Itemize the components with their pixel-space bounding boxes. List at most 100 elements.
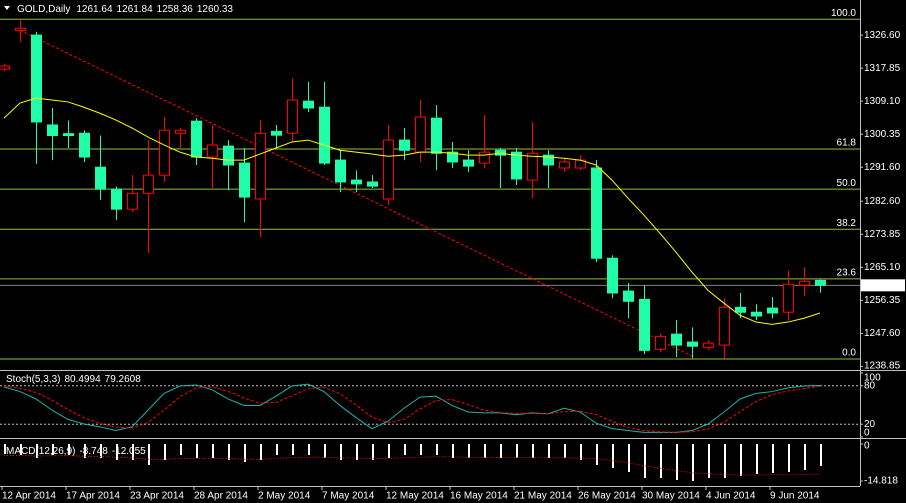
- histogram-bar: [148, 444, 150, 465]
- candle-body: [255, 132, 266, 200]
- fib-label: 100.0: [831, 8, 856, 19]
- candle-body: [655, 335, 666, 350]
- x-tick-label: 28 Apr 2014: [194, 491, 248, 502]
- histogram-bar: [804, 444, 806, 470]
- candle-body: [335, 159, 346, 183]
- menu-triangle[interactable]: [4, 6, 10, 10]
- candle-body: [63, 133, 74, 137]
- y-tick-label: 1247.60: [864, 328, 901, 339]
- candle-body: [239, 162, 250, 198]
- fib-label: 61.8: [837, 138, 857, 149]
- histogram-bar: [820, 444, 822, 466]
- histogram-bar: [436, 444, 438, 455]
- y-tick-label: 1291.60: [864, 162, 901, 173]
- histogram-bar: [276, 444, 278, 455]
- candle-body: [719, 306, 730, 346]
- histogram-bar: [756, 444, 758, 474]
- y-tick-label: 20: [864, 419, 876, 430]
- price-label: 1260.33: [864, 280, 901, 291]
- candle-body: [207, 144, 218, 158]
- indicator-line: [3, 383, 821, 433]
- trendline: [19, 29, 693, 357]
- candle-body: [767, 307, 778, 314]
- stoch-header: Stoch(5,3,3) 80.4994 79.2608: [6, 374, 141, 385]
- candle-body: [703, 342, 714, 348]
- histogram-bar: [180, 444, 182, 455]
- y-tick-label: 0: [864, 428, 870, 439]
- candle-body: [15, 27, 26, 32]
- candle-body: [303, 100, 314, 109]
- candle-body: [815, 279, 826, 286]
- candle-body: [143, 174, 154, 194]
- histogram-bar: [308, 444, 310, 455]
- candle-body: [623, 290, 634, 302]
- candle-body: [319, 106, 330, 164]
- histogram-bar: [564, 444, 566, 458]
- candle-body: [351, 179, 362, 185]
- histogram-bar: [772, 444, 774, 473]
- histogram-bar: [132, 444, 134, 460]
- y-tick-label: 100: [864, 373, 881, 384]
- fib-label: 23.6: [837, 267, 857, 278]
- candle-body: [191, 120, 202, 158]
- candle-body: [431, 117, 442, 154]
- histogram-bar: [788, 444, 790, 472]
- x-tick-label: 2 May 2014: [258, 491, 311, 502]
- histogram-bar: [404, 444, 406, 455]
- x-tick-label: 23 Apr 2014: [130, 491, 184, 502]
- histogram-bar: [548, 444, 550, 458]
- candle-body: [687, 341, 698, 347]
- histogram-bar: [676, 444, 678, 480]
- candle-body: [223, 145, 234, 166]
- histogram-bar: [500, 444, 502, 458]
- histogram-bar: [516, 444, 518, 458]
- x-tick-label: 26 May 2014: [578, 491, 636, 502]
- histogram-bar: [420, 444, 422, 455]
- candle-body: [671, 333, 682, 346]
- candle-body: [31, 34, 42, 123]
- histogram-bar: [212, 444, 214, 458]
- histogram-bar: [4, 444, 6, 454]
- price-label-box: [861, 279, 905, 292]
- indicator-name: MACD(12,26,9): [6, 446, 75, 457]
- open-value: 1261.64: [76, 4, 113, 15]
- candle-body: [175, 129, 186, 134]
- candle-body: [463, 159, 474, 167]
- x-tick-label: 16 May 2014: [450, 491, 508, 502]
- histogram-bar: [452, 444, 454, 458]
- x-tick-label: 4 Jun 2014: [706, 491, 756, 502]
- low-value: 1258.36: [157, 4, 194, 15]
- signal-value: -12.055: [112, 446, 146, 457]
- main-value: -8.748: [79, 446, 108, 457]
- histogram-bar: [20, 444, 22, 455]
- histogram-bar: [532, 444, 534, 458]
- histogram-bar: [708, 444, 710, 478]
- y-tick-label: 1326.60: [864, 30, 901, 41]
- y-tick-label: 1256.35: [864, 295, 901, 306]
- candle-body: [495, 149, 506, 156]
- histogram-bar: [372, 444, 374, 460]
- fib-label: 0.0: [842, 348, 856, 359]
- y-tick-label: 1300.35: [864, 129, 901, 140]
- high-value: 1261.84: [117, 4, 154, 15]
- candle-body: [367, 181, 378, 187]
- y-tick-label: 1317.85: [864, 63, 901, 74]
- histogram-bar: [580, 444, 582, 460]
- x-tick-label: 9 Jun 2014: [770, 491, 820, 502]
- histogram-bar: [596, 444, 598, 465]
- histogram-bar: [100, 444, 102, 458]
- x-tick-label: 17 Apr 2014: [66, 491, 120, 502]
- histogram-bar: [116, 444, 118, 460]
- y-tick-label: 1273.85: [864, 229, 901, 240]
- candle-body: [271, 130, 282, 136]
- histogram-bar: [692, 444, 694, 482]
- candle-body: [591, 167, 602, 259]
- histogram-bar: [740, 444, 742, 476]
- y-tick-label: 0: [864, 441, 870, 452]
- candle-body: [543, 154, 554, 166]
- x-tick-label: 7 May 2014: [322, 491, 375, 502]
- candle-body: [287, 99, 298, 134]
- frame: [0, 0, 906, 487]
- x-tick-label: 12 Apr 2014: [2, 491, 56, 502]
